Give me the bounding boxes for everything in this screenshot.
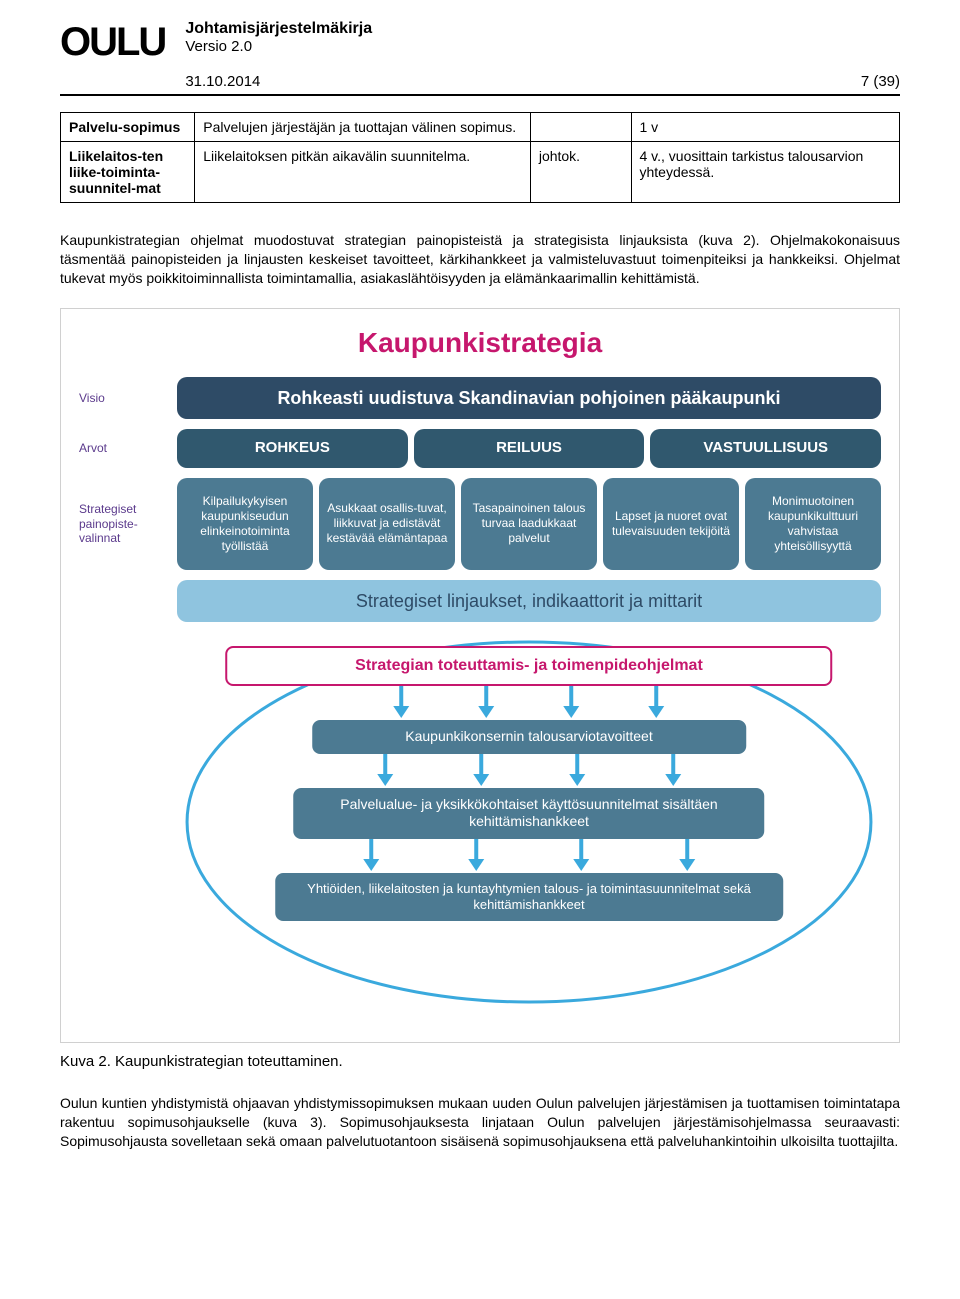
focus-pill: Monimuotoinen kaupunkikulttuuri vahvista… [745, 478, 881, 570]
cell-desc: Palvelujen järjestäjän ja tuottajan väli… [195, 113, 531, 142]
focus-pill: Tasapainoinen talous turvaa laadukkaat p… [461, 478, 597, 570]
stack-bar-programs: Strategian toteuttamis- ja toimenpideohj… [225, 646, 832, 686]
page-header: OULU Johtamisjärjestelmäkirja Versio 2.0… [60, 20, 900, 90]
arrow-row [359, 686, 700, 720]
spacer [79, 580, 169, 623]
linjaukset-row: Strategiset linjaukset, indikaattorit ja… [79, 580, 881, 623]
page-number: 7 (39) [861, 73, 900, 90]
table-row: Liikelaitos-ten liike-toiminta-suunnitel… [61, 142, 900, 203]
figure-caption: Kuva 2. Kaupunkistrategian toteuttaminen… [60, 1053, 900, 1070]
arrow-row [337, 754, 721, 788]
cell-body [530, 113, 631, 142]
arvo-pill: ROHKEUS [177, 429, 408, 468]
paragraph-2: Oulun kuntien yhdistymistä ohjaavan yhdi… [60, 1094, 900, 1151]
visio-row: Visio Rohkeasti uudistuva Skandinavian p… [79, 377, 881, 420]
arrow-row [318, 839, 739, 873]
visio-label: Visio [79, 377, 169, 420]
arvot-label: Arvot [79, 429, 169, 468]
doc-version: Versio 2.0 [185, 38, 900, 55]
summary-table: Palvelu-sopimus Palvelujen järjestäjän j… [60, 112, 900, 203]
stack-bar-budget: Kaupunkikonsernin talousarviotavoitteet [312, 720, 746, 754]
stack-bar-plans: Palvelualue- ja yksikkökohtaiset käyttös… [294, 788, 765, 839]
header-meta: Johtamisjärjestelmäkirja Versio 2.0 31.1… [185, 20, 900, 90]
focus-pill: Lapset ja nuoret ovat tulevaisuuden teki… [603, 478, 739, 570]
implementation-stack: Strategian toteuttamis- ja toimenpideohj… [219, 646, 839, 921]
focus-label: Strategiset painopiste-valinnat [79, 478, 169, 570]
diagram-title: Kaupunkistrategia [79, 327, 881, 359]
stack-bar-companies: Yhtiöiden, liikelaitosten ja kuntayhtymi… [275, 873, 783, 922]
focus-pill: Kilpailukykyisen kaupunkiseudun elinkein… [177, 478, 313, 570]
implementation-ellipse: Strategian toteuttamis- ja toimenpideohj… [177, 632, 881, 1012]
arvo-pill: REILUUS [414, 429, 645, 468]
cell-desc: Liikelaitoksen pitkän aikavälin suunnite… [195, 142, 531, 203]
linjaukset-pill: Strategiset linjaukset, indikaattorit ja… [177, 580, 881, 623]
arvot-row: Arvot ROHKEUS REILUUS VASTUULLISUUS [79, 429, 881, 468]
focus-pill: Asukkaat osallis-tuvat, liikkuvat ja edi… [319, 478, 455, 570]
header-rule [60, 94, 900, 96]
visio-pill: Rohkeasti uudistuva Skandinavian pohjoin… [177, 377, 881, 420]
cell-term: Palvelu-sopimus [61, 113, 195, 142]
logo: OULU [60, 20, 165, 65]
doc-date: 31.10.2014 [185, 73, 260, 90]
strategy-diagram: Kaupunkistrategia Visio Rohkeasti uudist… [60, 308, 900, 1044]
cell-period: 1 v [631, 113, 900, 142]
cell-term: Liikelaitos-ten liike-toiminta-suunnitel… [61, 142, 195, 203]
arvo-pill: VASTUULLISUUS [650, 429, 881, 468]
cell-body: johtok. [530, 142, 631, 203]
cell-period: 4 v., vuosittain tarkistus talousarvion … [631, 142, 900, 203]
table-row: Palvelu-sopimus Palvelujen järjestäjän j… [61, 113, 900, 142]
focus-row: Strategiset painopiste-valinnat Kilpailu… [79, 478, 881, 570]
doc-title: Johtamisjärjestelmäkirja [185, 20, 900, 38]
paragraph-1: Kaupunkistrategian ohjelmat muodostuvat … [60, 231, 900, 288]
